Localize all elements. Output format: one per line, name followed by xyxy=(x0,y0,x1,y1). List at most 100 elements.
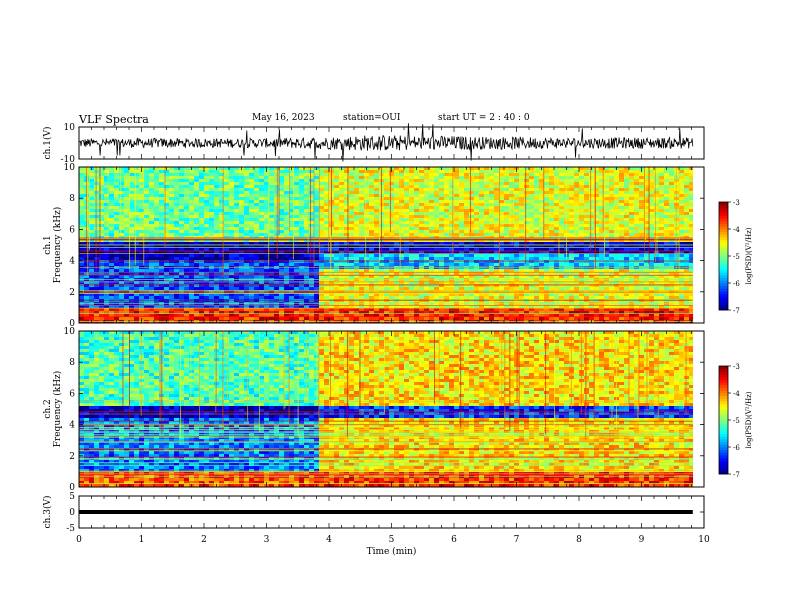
spectrogram-cell xyxy=(509,296,515,300)
spectrogram-cell xyxy=(479,206,485,210)
spectrogram-cell xyxy=(424,188,430,192)
spectrogram-cell xyxy=(529,251,535,255)
spectrogram-cell xyxy=(154,263,160,267)
spectrogram-cell xyxy=(414,269,420,273)
spectrogram-cell xyxy=(139,194,145,198)
spectrogram-cell xyxy=(339,182,345,186)
spectrogram-cell xyxy=(429,209,435,213)
spectrogram-cell xyxy=(129,257,135,261)
spectrogram-cell xyxy=(499,287,505,291)
spectrogram-cell xyxy=(424,173,430,177)
spectrogram-cell xyxy=(129,290,135,294)
spectrogram-cell xyxy=(419,212,425,216)
spectrogram-cell xyxy=(349,173,355,177)
spectrogram-cell xyxy=(499,167,505,171)
spectrogram-cell xyxy=(359,200,365,204)
spectrogram-cell xyxy=(404,251,410,255)
spectrogram-cell xyxy=(284,260,290,264)
spectrogram-cell xyxy=(444,185,450,189)
spectrogram-cell xyxy=(319,194,325,198)
spectrogram-cell xyxy=(254,218,260,222)
spectrogram-cell xyxy=(449,251,455,255)
spectrogram-cell xyxy=(454,311,460,315)
spectrogram-cell xyxy=(134,206,140,210)
spectrogram-cell xyxy=(469,170,475,174)
spectrogram-cell xyxy=(179,299,185,303)
spectrogram-cell xyxy=(409,248,415,252)
spectrogram-cell xyxy=(229,290,235,294)
spectrogram-cell xyxy=(419,188,425,192)
spectrogram-cell xyxy=(334,197,340,201)
spectrogram-cell xyxy=(279,200,285,204)
spectrogram-cell xyxy=(479,179,485,183)
spectrogram-cell xyxy=(129,194,135,198)
spectrogram-cell xyxy=(114,290,120,294)
spectrogram-cell xyxy=(534,227,540,231)
spectrogram-cell xyxy=(154,173,160,177)
spectrogram-cell xyxy=(274,209,280,213)
spectrogram-cell xyxy=(349,296,355,300)
spectrogram-cell xyxy=(454,209,460,213)
spectrogram-cell xyxy=(339,263,345,267)
spectrogram-cell xyxy=(469,290,475,294)
spectrogram-cell xyxy=(219,233,225,237)
spectrogram-cell xyxy=(219,284,225,288)
spectrogram-cell xyxy=(134,194,140,198)
spectrogram-cell xyxy=(354,212,360,216)
spectrogram-cell xyxy=(459,272,465,276)
spectrogram-cell xyxy=(434,209,440,213)
spectrogram-cell xyxy=(484,248,490,252)
spectrogram-cell xyxy=(484,314,490,318)
spectrogram-cell xyxy=(434,311,440,315)
spectrogram-cell xyxy=(149,218,155,222)
spectrogram-cell xyxy=(94,227,100,231)
spectrogram-cell xyxy=(309,314,315,318)
spectrogram-cell xyxy=(284,281,290,285)
spectrogram-cell xyxy=(424,233,430,237)
spectrogram-cell xyxy=(119,173,125,177)
spectrogram-cell xyxy=(144,311,150,315)
spectrogram-cell xyxy=(394,224,400,228)
spectrogram-cell xyxy=(219,206,225,210)
spectrogram-cell xyxy=(504,227,510,231)
spectrogram-cell xyxy=(489,299,495,303)
spectrogram-cell xyxy=(339,176,345,180)
spectrogram-cell xyxy=(239,311,245,315)
spectrogram-cell xyxy=(129,233,135,237)
spectrogram-cell xyxy=(414,230,420,234)
spectrogram-cell xyxy=(524,227,530,231)
spectrogram-cell xyxy=(444,230,450,234)
spectrogram-cell xyxy=(534,290,540,294)
spectrogram-cell xyxy=(169,203,175,207)
spectrogram-cell xyxy=(264,188,270,192)
spectrogram-cell xyxy=(294,176,300,180)
spectrogram-cell xyxy=(434,230,440,234)
spectrogram-cell xyxy=(424,221,430,225)
spectrogram-cell xyxy=(499,227,505,231)
spectrogram-cell xyxy=(194,272,200,276)
spectrogram-cell xyxy=(134,167,140,171)
spectrogram-cell xyxy=(404,176,410,180)
spectrogram-cell xyxy=(264,182,270,186)
spectrogram-cell xyxy=(139,212,145,216)
spectrogram-cell xyxy=(154,224,160,228)
spectrogram-cell xyxy=(319,248,325,252)
spectrogram-cell xyxy=(314,209,320,213)
spectrogram-cell xyxy=(509,287,515,291)
spectrogram-cell xyxy=(119,287,125,291)
spectrogram-cell xyxy=(174,218,180,222)
spectrogram-cell xyxy=(319,317,325,321)
spectrogram-cell xyxy=(179,215,185,219)
spectrogram-cell xyxy=(459,260,465,264)
spectrogram-cell xyxy=(349,206,355,210)
spectrogram-cell xyxy=(424,296,430,300)
spectrogram-cell xyxy=(434,299,440,303)
spectrogram-cell xyxy=(289,203,295,207)
spectrogram-cell xyxy=(134,185,140,189)
spectrogram-cell xyxy=(534,314,540,318)
spectrogram-cell xyxy=(469,221,475,225)
spectrogram-cell xyxy=(214,299,220,303)
spectrogram-cell xyxy=(484,230,490,234)
spectrogram-cell xyxy=(484,245,490,249)
spectrogram-cell xyxy=(369,287,375,291)
